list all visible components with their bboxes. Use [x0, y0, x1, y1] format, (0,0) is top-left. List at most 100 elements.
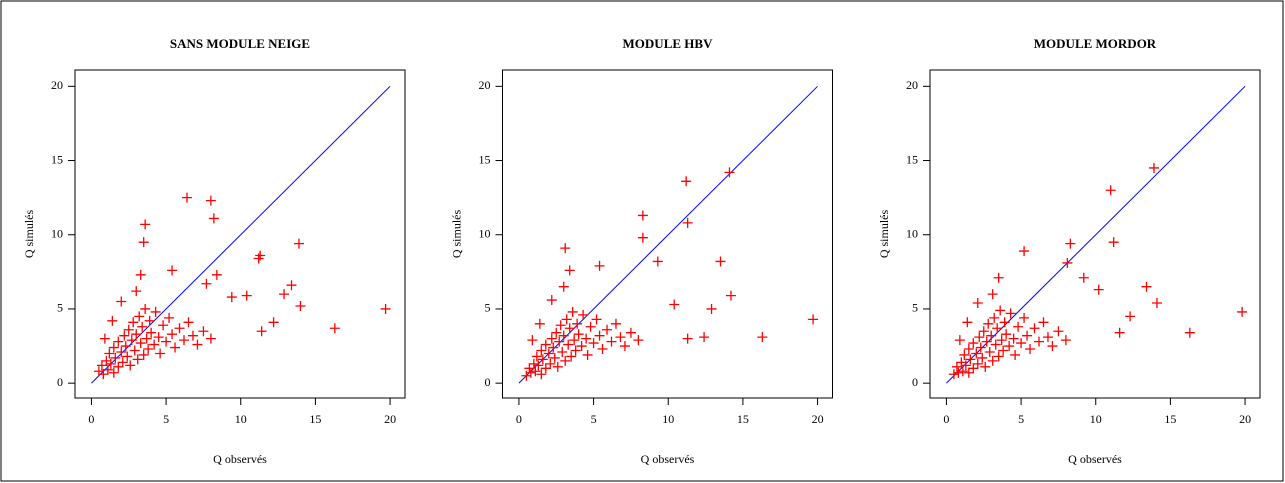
point	[972, 298, 983, 309]
point	[552, 361, 563, 372]
y-tick-label: 5	[912, 301, 918, 315]
point	[137, 321, 148, 332]
point	[563, 339, 574, 350]
point	[226, 292, 237, 303]
point	[965, 354, 976, 365]
point	[987, 289, 998, 300]
point	[615, 332, 626, 343]
point	[1016, 338, 1027, 349]
point	[554, 336, 565, 347]
point	[1108, 237, 1119, 248]
point	[113, 361, 124, 372]
point	[135, 269, 146, 280]
point	[164, 312, 175, 323]
point	[560, 355, 571, 366]
point	[123, 324, 134, 335]
point	[149, 339, 160, 350]
point	[113, 336, 124, 347]
point	[540, 363, 551, 374]
point	[110, 352, 121, 363]
point	[104, 348, 115, 359]
point	[1148, 162, 1159, 173]
point	[953, 367, 964, 378]
x-tick-label: 5	[1018, 412, 1024, 426]
point	[597, 344, 608, 355]
point	[963, 344, 974, 355]
point	[989, 312, 1000, 323]
point	[143, 344, 154, 355]
point	[570, 345, 581, 356]
point	[122, 351, 133, 362]
point	[540, 339, 551, 350]
point	[980, 361, 991, 372]
x-tick-label: 20	[384, 412, 396, 426]
point	[158, 320, 169, 331]
point	[537, 354, 548, 365]
x-tick-label: 15	[309, 412, 321, 426]
point	[602, 324, 613, 335]
point	[144, 315, 155, 326]
x-tick-label: 0	[516, 412, 522, 426]
point	[977, 352, 988, 363]
y-tick-label: 10	[479, 226, 491, 240]
point	[546, 333, 557, 344]
point	[566, 351, 577, 362]
point	[205, 333, 216, 344]
point	[715, 256, 726, 267]
point	[986, 330, 997, 341]
point	[161, 336, 172, 347]
point	[682, 217, 693, 228]
point	[116, 296, 127, 307]
point	[993, 272, 1004, 283]
y-tick-label: 20	[51, 78, 63, 92]
plot-box	[502, 69, 833, 399]
point	[560, 243, 571, 254]
point	[116, 346, 127, 357]
point	[1001, 329, 1012, 340]
point	[528, 358, 539, 369]
point	[1019, 312, 1030, 323]
point	[155, 348, 166, 359]
point	[286, 280, 297, 291]
point	[534, 318, 545, 329]
point	[669, 299, 680, 310]
point	[146, 327, 157, 338]
point	[1005, 308, 1016, 319]
point	[564, 265, 575, 276]
point	[525, 367, 536, 378]
y-axis-label: Q simulés	[877, 210, 891, 259]
point	[582, 349, 593, 360]
point	[561, 314, 572, 325]
point	[1008, 333, 1019, 344]
point	[573, 329, 584, 340]
x-tick-label: 15	[737, 412, 749, 426]
point	[536, 345, 547, 356]
point	[107, 315, 118, 326]
point	[279, 289, 290, 300]
point	[610, 318, 621, 329]
point	[96, 360, 107, 371]
point	[757, 332, 768, 343]
point	[591, 314, 602, 325]
point	[960, 360, 971, 371]
point	[699, 332, 710, 343]
x-tick-label: 20	[1239, 412, 1251, 426]
point	[564, 323, 575, 334]
point	[606, 336, 617, 347]
point	[984, 346, 995, 357]
point	[120, 341, 131, 352]
point	[569, 335, 580, 346]
point	[594, 330, 605, 341]
x-axis-label: Q observés	[641, 452, 695, 466]
y-tick-label: 10	[906, 226, 918, 240]
point	[1237, 306, 1248, 317]
point	[129, 345, 140, 356]
x-axis-label: Q observés	[1068, 452, 1122, 466]
point	[975, 342, 986, 353]
point	[167, 265, 178, 276]
point	[594, 260, 605, 271]
point	[241, 290, 252, 301]
point	[119, 330, 130, 341]
point	[1004, 341, 1015, 352]
point	[1022, 330, 1033, 341]
